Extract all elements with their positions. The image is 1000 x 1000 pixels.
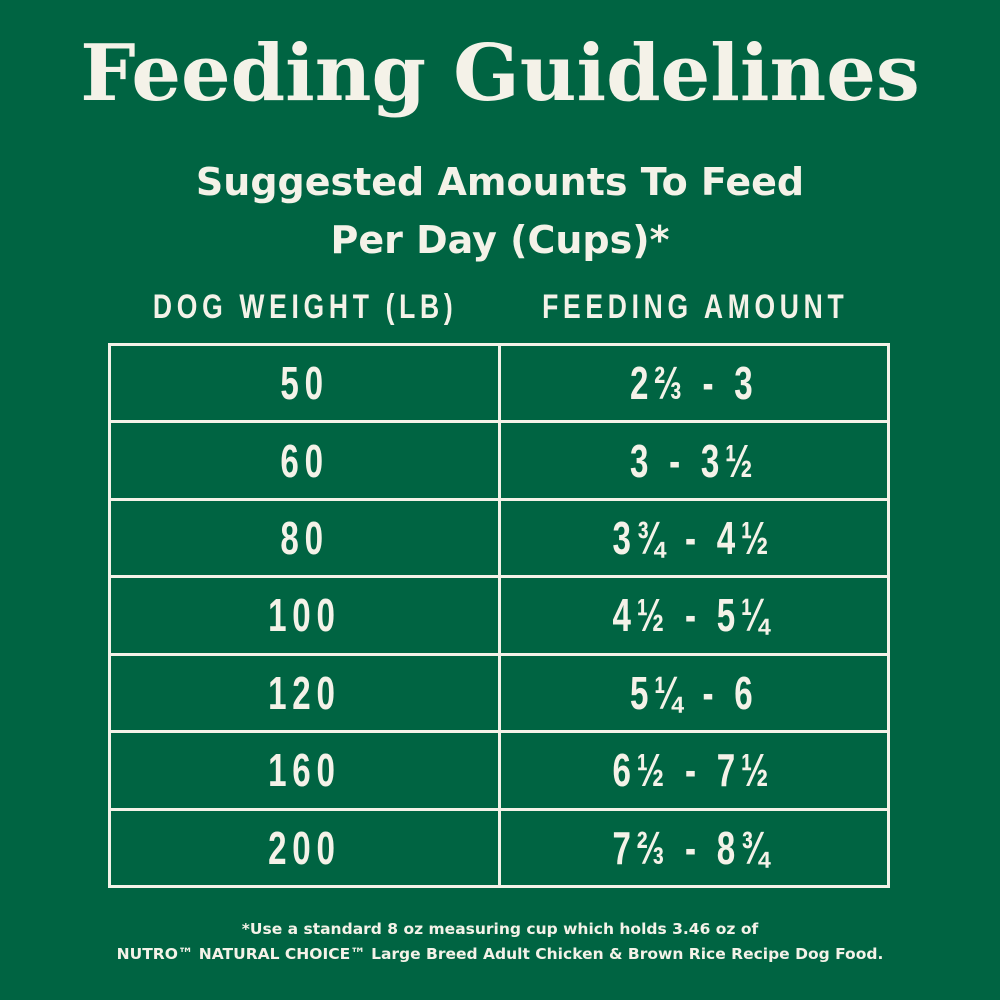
amount-cell: 3¾ - 4½ [497,497,890,579]
weight-cell: 100 [108,575,501,656]
amount-cell: 3 - 3½ [497,420,890,501]
subtitle-line-1: Suggested Amounts To Feed [195,160,805,204]
subtitle-line-2: Per Day (Cups)* [330,218,670,262]
table-row: 80 3¾ - 4½ [108,497,890,579]
table-row: 200 7⅔ - 8¾ [108,807,890,889]
amount-cell: 4½ - 5¼ [497,575,890,656]
weight-cell: 60 [108,420,501,501]
amount-cell: 6½ - 7½ [497,730,890,811]
amount-cell: 2⅔ - 3 [497,342,890,424]
weight-cell: 200 [108,807,501,889]
table-row: 60 3 - 3½ [108,420,890,501]
page-title: Feeding Guidelines [80,28,920,119]
footnote-line-1: *Use a standard 8 oz measuring cup which… [241,920,759,938]
feeding-table: 50 2⅔ - 3 60 3 - 3½ 80 3¾ - 4½ 100 4½ - 5¼ 1… [108,342,890,889]
header-dog-weight: DOG WEIGHT (LB) [152,288,458,326]
footnote-line-2: NUTRO™ NATURAL CHOICE™ Large Breed Adult… [116,945,884,963]
amount-cell: 7⅔ - 8¾ [497,807,890,889]
table-row: 50 2⅔ - 3 [108,342,890,424]
table-row: 120 5¼ - 6 [108,652,890,734]
amount-cell: 5¼ - 6 [497,652,890,734]
weight-cell: 120 [108,652,501,734]
weight-cell: 160 [108,730,501,811]
table-row: 100 4½ - 5¼ [108,575,890,656]
header-feeding-amount: FEEDING AMOUNT [541,288,849,326]
table-row: 160 6½ - 7½ [108,730,890,811]
weight-cell: 50 [108,342,501,424]
weight-cell: 80 [108,497,501,579]
